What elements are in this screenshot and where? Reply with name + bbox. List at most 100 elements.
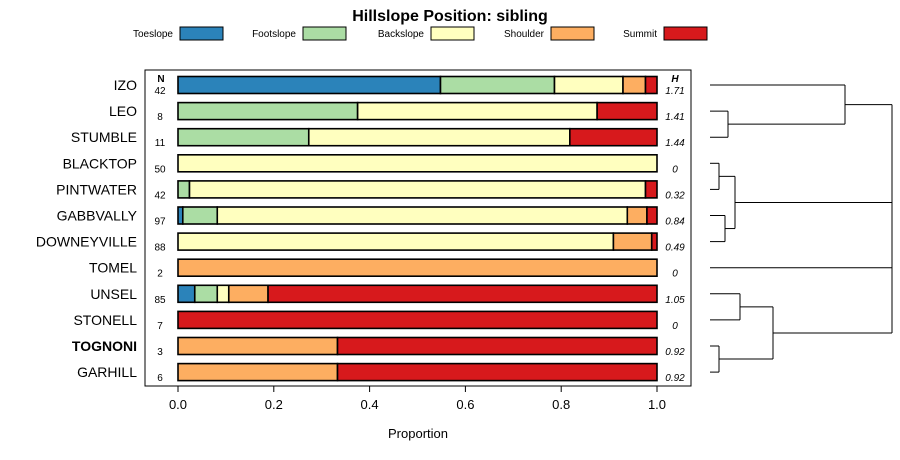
row-label: LEO [109, 103, 137, 119]
legend: Toeslope Footslope Backslope Shoulder Summit [133, 26, 708, 41]
n-value: 2 [157, 269, 163, 280]
bar-row-tognoni: TOGNONI 3 0.92 [72, 336, 685, 358]
x-tick-label: 0.6 [456, 397, 474, 412]
row-label: GARHILL [77, 364, 137, 380]
bar-row-unsel: UNSEL 85 1.05 [90, 284, 685, 306]
bar-row-leo: LEO 8 1.41 [109, 101, 685, 123]
h-value: 0.49 [665, 243, 685, 254]
n-value: 42 [154, 86, 166, 97]
h-value: 1.41 [665, 112, 684, 123]
h-value: 1.71 [665, 86, 684, 97]
row-label: IZO [114, 77, 137, 93]
legend-label-backslope: Backslope [378, 29, 425, 40]
legend-label-footslope: Footslope [252, 29, 296, 40]
bar-segment-footslope [177, 127, 310, 147]
x-tick-label: 0.4 [361, 397, 379, 412]
bar-segment-shoulder [177, 362, 339, 382]
chart-title: Hillslope Position: sibling [352, 8, 548, 25]
bar-segment-backslope [216, 284, 230, 304]
row-label: DOWNEYVILLE [36, 234, 137, 250]
bar-row-izo: IZO 42 1.71 [114, 75, 685, 97]
row-label: TOGNONI [72, 338, 137, 354]
x-axis-label: Proportion [388, 426, 448, 441]
bar-segment-summit [569, 127, 658, 147]
n-value: 11 [155, 138, 166, 149]
n-value: 42 [154, 190, 166, 201]
x-tick-label: 0.0 [169, 397, 187, 412]
bar-segment-summit [267, 284, 658, 304]
n-value: 88 [154, 243, 166, 254]
bar-segment-shoulder [177, 336, 339, 356]
bar-rows: IZO 42 1.71 LEO 8 1.41 STUMBLE 11 1.44 BLACKTOP 50… [36, 75, 685, 384]
row-label: GABBVALLY [57, 208, 138, 224]
bar-segment-summit [596, 101, 658, 121]
bar-segment-shoulder [177, 258, 658, 278]
bar-row-garhill: GARHILL 6 0.92 [77, 362, 685, 384]
bar-segment-footslope [193, 284, 219, 304]
bar-segment-summit [650, 232, 658, 251]
bar-segment-summit [336, 362, 658, 382]
bar-segment-shoulder [612, 232, 653, 251]
bar-segment-backslope [307, 127, 571, 147]
n-column-header: N [157, 74, 164, 85]
bar-row-stumble: STUMBLE 11 1.44 [71, 127, 685, 149]
row-label: STONELL [73, 312, 137, 328]
bar-segment-summit [644, 180, 658, 199]
bar-segment-toeslope [177, 75, 442, 95]
n-value: 8 [157, 112, 163, 123]
h-column-header: H [671, 74, 679, 85]
dendrogram [710, 84, 893, 373]
bar-segment-summit [646, 206, 658, 225]
h-value: 0.84 [665, 217, 685, 228]
row-label: TOMEL [89, 260, 137, 276]
h-value: 0 [672, 321, 678, 332]
legend-swatch-summit [663, 26, 708, 41]
bar-segment-footslope [439, 75, 556, 95]
bar-row-downeyville: DOWNEYVILLE 88 0.49 [36, 232, 685, 254]
bar-segment-backslope [216, 206, 629, 225]
bar-segment-shoulder [626, 206, 648, 225]
x-axis: 0.0 0.2 0.4 0.6 0.8 1.0 [169, 386, 666, 412]
bar-segment-footslope [181, 206, 219, 225]
row-label: BLACKTOP [63, 155, 137, 171]
row-label: STUMBLE [71, 129, 137, 145]
bar-segment-toeslope [177, 284, 196, 304]
plot-frame [144, 69, 692, 387]
legend-swatch-shoulder [550, 26, 595, 41]
bar-segment-backslope [177, 154, 658, 173]
n-value: 97 [154, 217, 166, 228]
x-tick-label: 0.2 [265, 397, 283, 412]
h-value: 1.05 [665, 295, 685, 306]
bar-segment-backslope [188, 180, 647, 199]
bar-segment-shoulder [227, 284, 269, 304]
x-tick-label: 0.8 [552, 397, 570, 412]
h-value: 0.92 [665, 373, 685, 384]
legend-label-summit: Summit [623, 29, 657, 40]
h-value: 1.44 [665, 138, 685, 149]
n-value: 85 [154, 295, 166, 306]
bar-row-stonell: STONELL 7 0 [73, 310, 678, 332]
row-label: UNSEL [90, 286, 137, 302]
bar-segment-backslope [553, 75, 624, 95]
bar-segment-backslope [356, 101, 598, 121]
h-value: 0.92 [665, 347, 685, 358]
bar-row-tomel: TOMEL 2 0 [89, 258, 678, 280]
n-value: 50 [154, 164, 166, 175]
bar-segment-shoulder [622, 75, 647, 95]
x-tick-label: 1.0 [648, 397, 666, 412]
n-value: 7 [157, 321, 163, 332]
bar-row-blacktop: BLACKTOP 50 0 [63, 154, 678, 175]
bar-row-gabbvally: GABBVALLY 97 0.84 [57, 206, 685, 228]
bar-row-pintwater: PINTWATER 42 0.32 [56, 180, 685, 201]
row-label: PINTWATER [56, 181, 137, 197]
bar-segment-summit [644, 75, 658, 95]
bar-segment-summit [336, 336, 658, 356]
bar-segment-summit [177, 310, 658, 330]
legend-swatch-toeslope [179, 26, 224, 41]
legend-swatch-backslope [430, 26, 475, 41]
bar-segment-footslope [177, 101, 359, 121]
legend-label-shoulder: Shoulder [504, 29, 545, 40]
h-value: 0.32 [665, 190, 685, 201]
h-value: 0 [672, 164, 678, 175]
